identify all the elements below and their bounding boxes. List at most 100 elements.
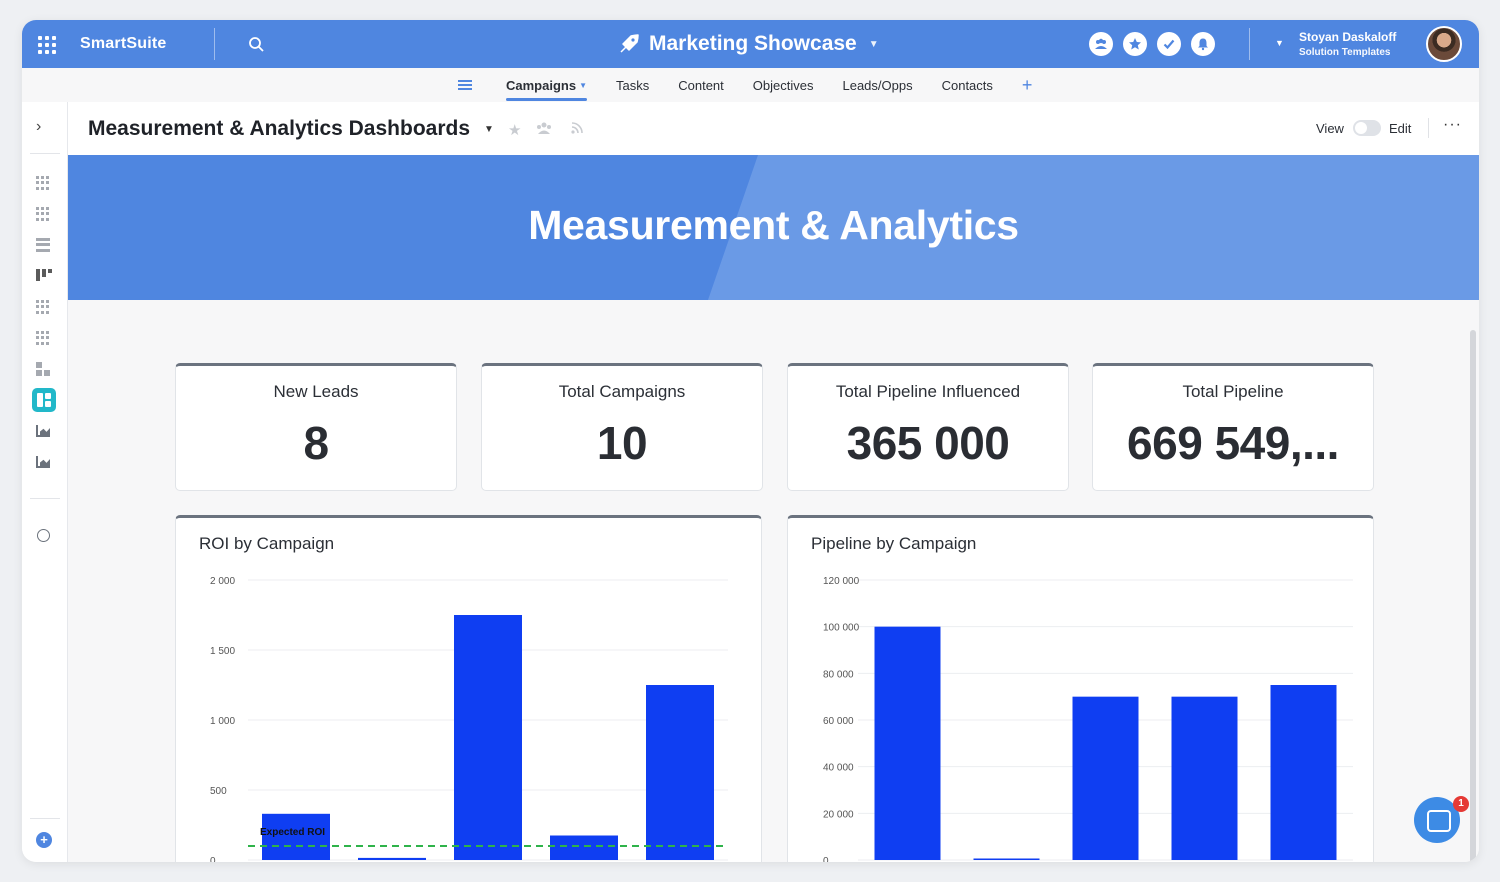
- workspace-title: Marketing Showcase: [649, 32, 857, 55]
- chat-support-button[interactable]: [1414, 797, 1460, 843]
- rocket-icon: [620, 34, 639, 53]
- banner-decoration: [708, 155, 1479, 300]
- pipeline-chart-card[interactable]: Pipeline by Campaign 120 000 100 000 80 00…: [787, 515, 1374, 862]
- brand-name[interactable]: SmartSuite: [80, 35, 167, 52]
- y-tick-label: 500: [210, 786, 227, 797]
- view-mode-label: View: [1316, 121, 1344, 136]
- star-icon[interactable]: ★: [508, 122, 522, 139]
- page-title[interactable]: Measurement & Analytics Dashboards: [88, 117, 471, 140]
- avatar[interactable]: [1426, 26, 1462, 62]
- check-icon[interactable]: [1157, 32, 1181, 56]
- tab-contacts[interactable]: Contacts: [941, 77, 993, 93]
- user-name[interactable]: Stoyan Daskaloff: [1299, 30, 1397, 44]
- kpi-card-total-campaigns[interactable]: Total Campaigns 10: [481, 363, 763, 491]
- app-grid-icon[interactable]: [38, 36, 56, 54]
- view-sidebar: › +: [22, 102, 68, 862]
- kpi-value: 8: [303, 417, 329, 469]
- pipeline-bar-chart: 120 000 100 000 80 000 60 000 40 000 20 000 0: [823, 576, 1353, 862]
- y-tick-label: 40 000: [823, 763, 854, 774]
- chart-title: Pipeline by Campaign: [811, 534, 977, 553]
- chart-bar[interactable]: [454, 615, 522, 860]
- y-tick-label: 2 000: [210, 576, 235, 587]
- kpi-value: 365 000: [846, 417, 1010, 469]
- chart-bar[interactable]: [973, 858, 1040, 861]
- workspace-switcher[interactable]: Marketing Showcase ▼: [617, 32, 879, 56]
- divider: [30, 498, 60, 499]
- reference-line-label: Expected ROI: [260, 827, 325, 838]
- divider: [30, 153, 60, 154]
- view-header: Measurement & Analytics Dashboards ▼ ★ V…: [68, 102, 1479, 155]
- y-tick-label: 120 000: [823, 576, 860, 587]
- y-tick-label: 0: [210, 856, 216, 862]
- user-menu-caret-icon[interactable]: ▼: [1275, 38, 1284, 48]
- app-window: SmartSuite Marketing Showcase ▼: [22, 20, 1479, 862]
- chevron-down-icon: ▼: [579, 80, 587, 90]
- chart-bar[interactable]: [358, 857, 426, 860]
- notification-badge: 1: [1453, 796, 1469, 812]
- kpi-label: Total Pipeline: [1182, 382, 1284, 401]
- scrollbar[interactable]: [1470, 330, 1476, 862]
- banner-title: Measurement & Analytics: [528, 202, 1019, 248]
- roi-chart-card[interactable]: ROI by Campaign 2 000 1 500 1 000 500 0 Expec…: [175, 515, 762, 862]
- share-people-icon[interactable]: [536, 121, 552, 139]
- dashboard-area: Measurement & Analytics Dashboards ▼ ★ V…: [68, 102, 1479, 862]
- team-icon[interactable]: [1089, 32, 1113, 56]
- add-view-icon[interactable]: +: [36, 832, 52, 848]
- grid-view-icon[interactable]: [36, 207, 50, 221]
- y-tick-label: 1 500: [210, 646, 235, 657]
- divider: [1249, 28, 1250, 60]
- chart-view-icon[interactable]: [36, 425, 50, 437]
- kpi-card-new-leads[interactable]: New Leads 8: [175, 363, 457, 491]
- kpi-label: Total Pipeline Influenced: [835, 382, 1021, 401]
- grid-view-icon[interactable]: [36, 331, 50, 345]
- chart-bar[interactable]: [1171, 696, 1238, 860]
- y-tick-label: 60 000: [823, 716, 854, 727]
- roi-bar-chart: 2 000 1 500 1 000 500 0 Expected ROI: [210, 576, 728, 862]
- chart-bar[interactable]: [1270, 685, 1337, 860]
- add-tab-icon[interactable]: +: [1021, 74, 1033, 95]
- user-circle-icon[interactable]: [37, 529, 50, 542]
- rss-icon[interactable]: [570, 121, 584, 139]
- tab-label: Campaigns: [506, 77, 577, 93]
- chart-bar[interactable]: [874, 626, 941, 860]
- kpi-value: 10: [596, 417, 648, 469]
- table-tabs: Campaigns ▼ Tasks Content Objectives Lead…: [22, 68, 1479, 102]
- chart-bar[interactable]: [646, 685, 714, 860]
- chart-bar[interactable]: [1072, 696, 1139, 860]
- dashboard-banner: Measurement & Analytics: [68, 155, 1479, 300]
- card-view-icon[interactable]: [36, 362, 50, 376]
- edit-mode-label: Edit: [1389, 121, 1412, 136]
- tab-tasks[interactable]: Tasks: [616, 77, 650, 93]
- chart-bar[interactable]: [550, 835, 618, 861]
- bell-icon[interactable]: [1191, 32, 1215, 56]
- chevron-right-icon[interactable]: ›: [36, 118, 42, 135]
- chevron-down-icon[interactable]: ▼: [484, 124, 494, 135]
- kpi-card-pipeline-influenced[interactable]: Total Pipeline Influenced 365 000: [787, 363, 1069, 491]
- divider: [1428, 118, 1429, 138]
- quick-actions: [1089, 32, 1215, 56]
- star-icon[interactable]: [1123, 32, 1147, 56]
- search-icon[interactable]: [248, 36, 264, 52]
- kpi-label: Total Campaigns: [558, 382, 686, 401]
- dashboard-view-icon[interactable]: [32, 388, 56, 412]
- kanban-view-icon[interactable]: [36, 269, 52, 283]
- tab-leads-opps[interactable]: Leads/Opps: [842, 77, 913, 93]
- top-bar: SmartSuite Marketing Showcase ▼: [22, 20, 1479, 68]
- tab-content[interactable]: Content: [678, 77, 724, 93]
- more-options-icon[interactable]: ···: [1443, 116, 1462, 133]
- kpi-card-total-pipeline[interactable]: Total Pipeline 669 549,...: [1092, 363, 1374, 491]
- view-edit-toggle[interactable]: [1353, 120, 1381, 136]
- y-tick-label: 20 000: [823, 809, 854, 820]
- menu-icon[interactable]: [458, 80, 472, 90]
- grid-view-icon[interactable]: [36, 176, 50, 190]
- y-tick-label: 100 000: [823, 623, 860, 634]
- chart-bar[interactable]: [262, 813, 330, 860]
- list-view-icon[interactable]: [36, 238, 50, 252]
- tab-campaigns[interactable]: Campaigns ▼: [506, 68, 587, 102]
- grid-view-icon[interactable]: [36, 300, 50, 314]
- y-tick-label: 0: [823, 856, 829, 862]
- tab-objectives[interactable]: Objectives: [752, 77, 814, 93]
- chart-title: ROI by Campaign: [199, 534, 335, 553]
- kpi-label: New Leads: [273, 382, 359, 401]
- chart-view-icon[interactable]: [36, 456, 50, 468]
